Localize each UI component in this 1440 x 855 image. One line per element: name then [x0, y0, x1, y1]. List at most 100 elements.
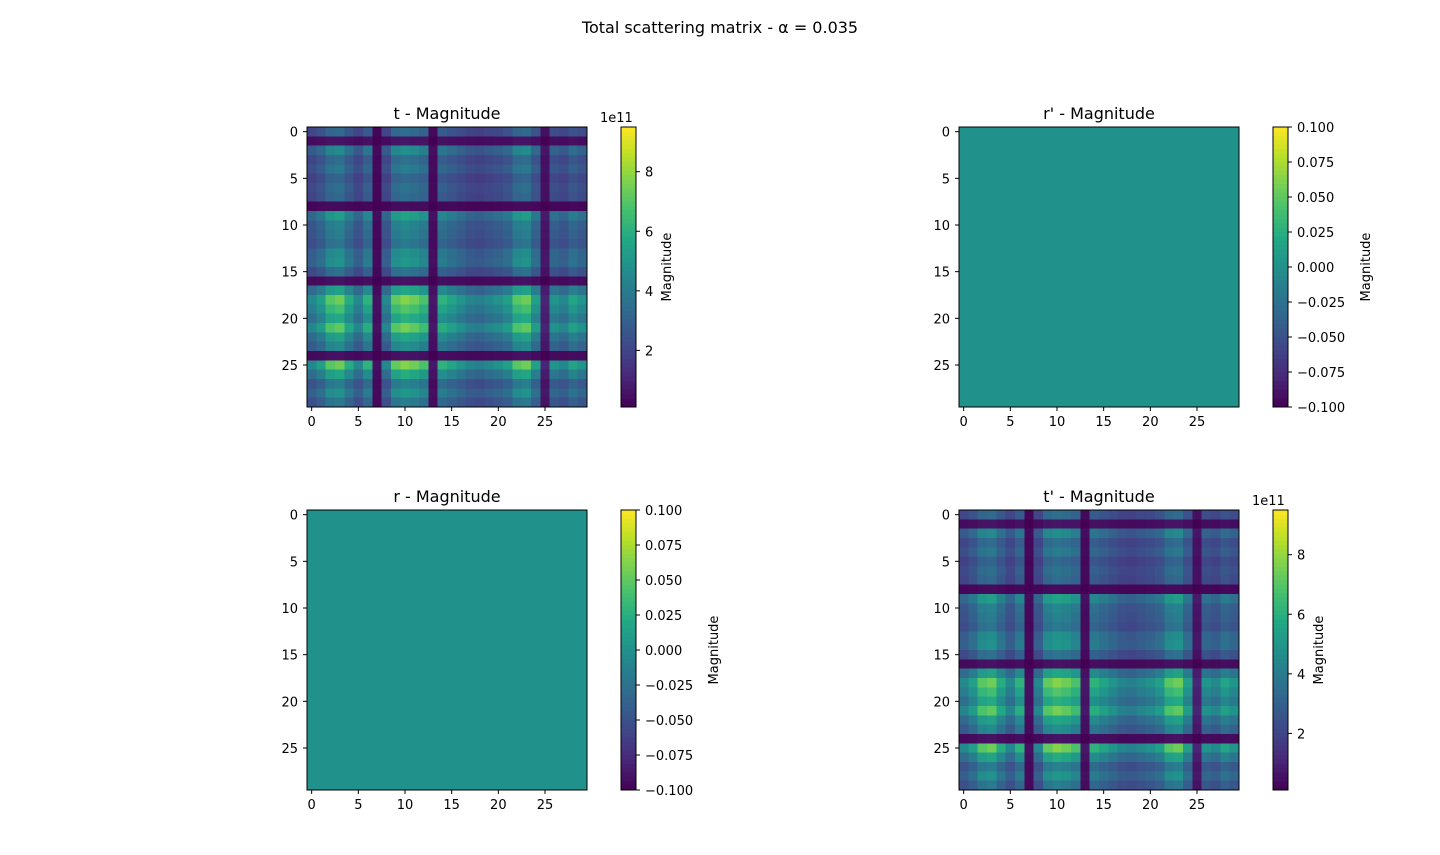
heatmap-cell: [568, 612, 579, 623]
heatmap-cell: [372, 650, 383, 660]
heatmap-cell: [1052, 631, 1063, 642]
heatmap-cell: [1211, 650, 1221, 660]
heatmap-cell: [1136, 575, 1147, 586]
heatmap-cell: [987, 229, 997, 240]
heatmap-cell: [381, 239, 392, 249]
heatmap-cell: [503, 603, 513, 614]
heatmap-cell: [1043, 622, 1053, 632]
colorbar-segment: [621, 332, 636, 338]
heatmap-cell: [959, 780, 969, 791]
heatmap-cell: [363, 762, 373, 772]
heatmap-cell: [1155, 220, 1165, 231]
heatmap-cell: [409, 715, 420, 726]
heatmap-cell: [1033, 397, 1044, 408]
heatmap-cell: [531, 519, 541, 530]
heatmap-cell: [475, 341, 485, 352]
heatmap-cell: [1164, 183, 1175, 193]
heatmap-cell: [531, 734, 541, 744]
heatmap-cell: [381, 780, 392, 791]
heatmap-cell: [363, 239, 373, 249]
heatmap-cell: [977, 743, 988, 754]
heatmap-cell: [1117, 397, 1128, 408]
heatmap-cell: [559, 650, 569, 660]
heatmap-cell: [400, 155, 411, 165]
heatmap-cell: [1071, 668, 1081, 679]
heatmap-cell: [531, 762, 541, 772]
heatmap-cell: [1043, 239, 1053, 249]
heatmap-cell: [1183, 379, 1193, 389]
heatmap-cell: [987, 631, 997, 642]
heatmap-cell: [1173, 351, 1184, 361]
heatmap-cell: [1005, 173, 1016, 184]
heatmap-cell: [1127, 379, 1137, 389]
heatmap-cell: [1005, 752, 1016, 763]
heatmap-cell: [987, 780, 997, 791]
heatmap-cell: [968, 145, 979, 156]
heatmap-cell: [428, 295, 439, 305]
heatmap-cell: [559, 397, 569, 408]
heatmap-cell: [447, 211, 457, 221]
heatmap-cell: [559, 603, 569, 614]
heatmap-cell: [1220, 304, 1231, 315]
heatmap-cell: [456, 547, 467, 558]
heatmap-cell: [1201, 379, 1212, 389]
heatmap-cell: [1005, 715, 1016, 726]
y-tick-label: 15: [281, 649, 298, 664]
heatmap-cell: [1080, 267, 1091, 277]
heatmap-cell: [419, 239, 429, 249]
heatmap-cell: [1080, 584, 1091, 595]
heatmap-cell: [1211, 173, 1221, 184]
heatmap-cell: [1080, 752, 1091, 763]
heatmap-cell: [503, 332, 513, 343]
heatmap-cell: [475, 155, 485, 165]
heatmap-cell: [1099, 678, 1109, 688]
heatmap-cell: [977, 211, 988, 221]
heatmap-cell: [1117, 556, 1128, 567]
heatmap-cell: [1173, 510, 1184, 520]
heatmap-cell: [1192, 640, 1203, 651]
heatmap-cell: [437, 510, 448, 520]
heatmap-cell: [381, 248, 392, 259]
heatmap-cell: [307, 519, 317, 530]
heatmap-cell: [307, 379, 317, 389]
heatmap-cell: [1024, 678, 1035, 688]
heatmap-cell: [1183, 715, 1193, 726]
heatmap-cell: [1043, 668, 1053, 679]
heatmap-cell: [1192, 780, 1203, 791]
heatmap-cell: [493, 650, 504, 660]
heatmap-cell: [1127, 397, 1137, 408]
heatmap-cell: [335, 556, 345, 567]
heatmap-cell: [409, 743, 420, 754]
heatmap-cell: [344, 379, 355, 389]
heatmap-cell: [1155, 622, 1165, 632]
heatmap-cell: [419, 295, 429, 305]
heatmap-cell: [372, 267, 383, 277]
heatmap-cell: [391, 771, 401, 782]
heatmap-cell: [1052, 519, 1063, 530]
heatmap-cell: [344, 556, 355, 567]
heatmap-cell: [363, 780, 373, 791]
heatmap-cell: [391, 323, 401, 333]
heatmap-cell: [1015, 715, 1025, 726]
heatmap-cell: [475, 762, 485, 772]
heatmap-cell: [363, 538, 373, 548]
heatmap-cell: [1061, 267, 1072, 277]
heatmap-cell: [437, 706, 448, 716]
heatmap-cell: [1108, 724, 1119, 735]
heatmap-cell: [540, 341, 551, 352]
heatmap-cell: [549, 687, 560, 698]
heatmap-cell: [1099, 173, 1109, 184]
heatmap-cell: [996, 295, 1007, 305]
heatmap-cell: [1043, 575, 1053, 586]
heatmap-cell: [1015, 678, 1025, 688]
heatmap-cell: [996, 566, 1007, 576]
heatmap-cell: [1043, 257, 1053, 268]
heatmap-cell: [1211, 164, 1221, 175]
heatmap-cell: [1071, 257, 1081, 268]
heatmap-cell: [1108, 603, 1119, 614]
heatmap-cell: [400, 239, 411, 249]
heatmap-cell: [531, 173, 541, 184]
heatmap-cell: [1220, 668, 1231, 679]
heatmap-cell: [475, 313, 485, 324]
colorbar-segment: [621, 389, 636, 395]
